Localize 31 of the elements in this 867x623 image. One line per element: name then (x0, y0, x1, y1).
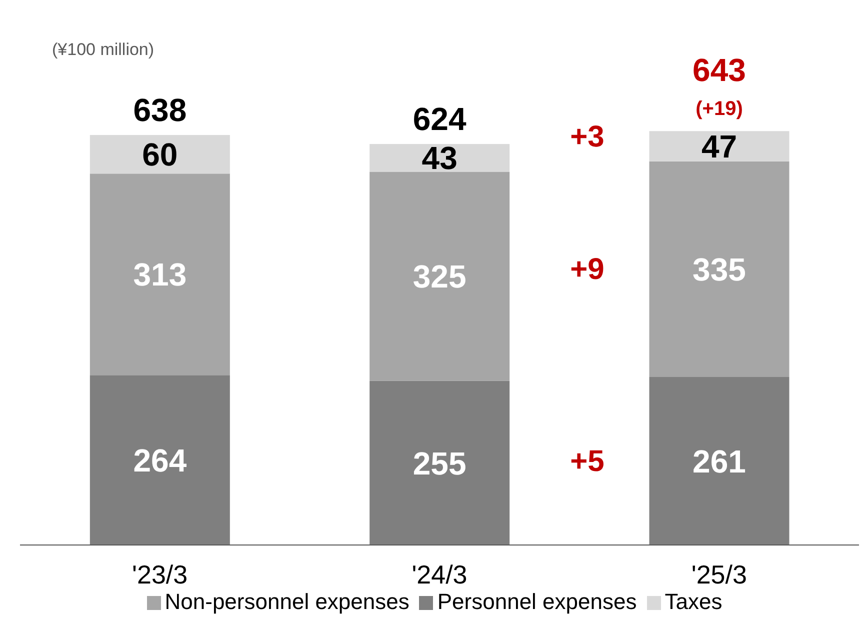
annotation: +9 (570, 253, 604, 286)
legend-label: Taxes (664, 589, 722, 614)
text: (+19) (696, 98, 743, 120)
data-label: 264 (133, 442, 187, 478)
annotation: +5 (570, 445, 604, 478)
legend-label: Non-personnel expenses (164, 589, 410, 614)
data-label: 43 (422, 140, 458, 176)
bar (649, 377, 790, 545)
x-tick-label: '25/3 (691, 559, 747, 590)
bar (90, 375, 230, 545)
data-label: 47 (701, 128, 738, 165)
annotation: +3 (570, 120, 604, 154)
data-label: 261 (692, 443, 746, 480)
bar (370, 172, 510, 381)
y-axis-title: (¥100 million) (52, 40, 154, 60)
total-label: 643 (692, 52, 746, 88)
bar (649, 161, 790, 378)
total-label: 638 (133, 92, 187, 128)
data-label: 313 (133, 256, 187, 293)
legend-label: Personnel expenses (437, 589, 637, 614)
total-label: 624 (412, 101, 466, 138)
bar (370, 380, 510, 545)
bar (90, 174, 230, 376)
bar (90, 135, 230, 174)
data-label: 325 (412, 258, 466, 295)
data-label: 255 (412, 445, 466, 482)
data-label: 60 (142, 136, 178, 173)
data-label: 335 (692, 252, 746, 288)
x-tick-label: '24/3 (412, 559, 468, 590)
bar (649, 131, 790, 162)
x-tick-label: '23/3 (132, 559, 188, 590)
